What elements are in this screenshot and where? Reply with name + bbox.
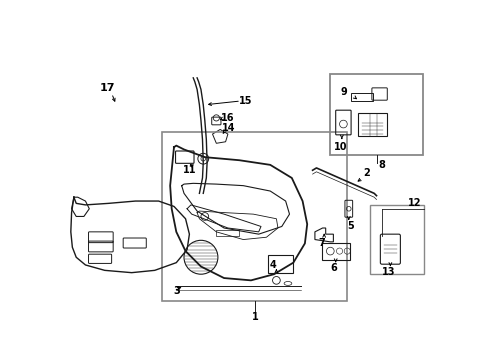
- Bar: [329, 74, 422, 155]
- Text: 1: 1: [251, 311, 258, 321]
- Text: 13: 13: [381, 267, 395, 277]
- Text: 16: 16: [221, 113, 234, 123]
- Text: 12: 12: [407, 198, 421, 208]
- Text: 14: 14: [222, 123, 235, 133]
- Text: 10: 10: [334, 142, 347, 152]
- Text: 7: 7: [318, 238, 325, 248]
- Text: 3: 3: [173, 286, 179, 296]
- Text: 4: 4: [269, 260, 276, 270]
- Text: 5: 5: [346, 221, 353, 231]
- Text: 15: 15: [238, 96, 252, 106]
- Bar: [162, 132, 346, 301]
- Bar: [369, 205, 424, 274]
- Text: 6: 6: [330, 263, 337, 273]
- Text: 17: 17: [99, 83, 115, 93]
- Text: 2: 2: [363, 167, 369, 177]
- Text: 11: 11: [183, 165, 196, 175]
- Text: 9: 9: [339, 87, 346, 97]
- Text: 8: 8: [378, 160, 385, 170]
